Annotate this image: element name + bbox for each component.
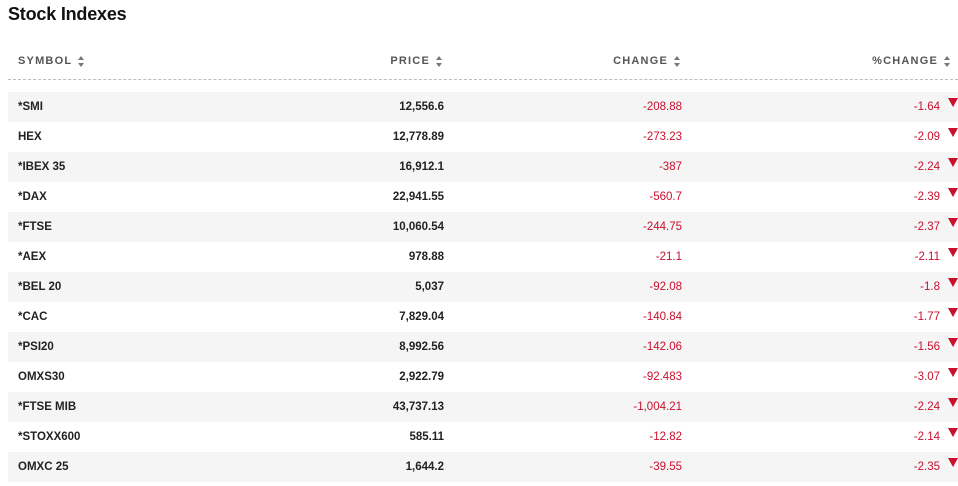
column-label-symbol: SYMBOL	[18, 55, 73, 67]
column-label-pct-change: %CHANGE	[872, 55, 938, 67]
change-cell: -1,004.21	[633, 401, 682, 413]
column-label-change: CHANGE	[613, 55, 668, 67]
pct-change-cell: -2.35	[913, 461, 940, 473]
change-cell: -208.88	[642, 101, 682, 113]
symbol-cell[interactable]: *IBEX 35	[18, 161, 66, 173]
down-arrow-icon	[948, 278, 958, 287]
down-arrow-icon	[948, 398, 958, 407]
symbol-cell[interactable]: *PSI20	[18, 341, 54, 353]
down-arrow-icon	[948, 188, 958, 197]
pct-change-cell: -2.24	[913, 401, 940, 413]
down-arrow-icon	[948, 128, 958, 137]
table-row[interactable]: *PSI20 8,992.56 -142.06 -1.56	[8, 332, 958, 362]
change-cell: -12.82	[649, 431, 682, 443]
page-title: Stock Indexes	[8, 4, 127, 24]
price-cell: 5,037	[415, 281, 444, 293]
pct-change-cell: -2.09	[913, 131, 940, 143]
sort-change-header[interactable]: CHANGE	[613, 55, 680, 67]
change-cell: -92.483	[642, 371, 682, 383]
pct-change-cell: -1.8	[920, 281, 940, 293]
table-row[interactable]: *FTSE 10,060.54 -244.75 -2.37	[8, 212, 958, 242]
pct-change-cell: -2.14	[913, 431, 940, 443]
price-cell: 12,778.89	[392, 131, 444, 143]
price-cell: 8,992.56	[399, 341, 444, 353]
symbol-cell[interactable]: *FTSE MIB	[18, 401, 77, 413]
symbol-cell[interactable]: *STOXX600	[18, 431, 81, 443]
change-cell: -140.84	[642, 311, 682, 323]
table-row[interactable]: *STOXX600 585.11 -12.82 -2.14	[8, 422, 958, 452]
table-row[interactable]: OMXS30 2,922.79 -92.483 -3.07	[8, 362, 958, 392]
change-cell: -273.23	[642, 131, 682, 143]
symbol-cell[interactable]: *BEL 20	[18, 281, 62, 293]
change-cell: -39.55	[649, 461, 682, 473]
symbol-cell[interactable]: *AEX	[18, 251, 47, 263]
symbol-cell[interactable]: HEX	[18, 131, 42, 143]
price-cell: 2,922.79	[399, 371, 444, 383]
table-row[interactable]: *AEX 978.88 -21.1 -2.11	[8, 242, 958, 272]
sort-price-header[interactable]: PRICE	[390, 55, 442, 67]
sort-arrows-icon	[944, 55, 950, 67]
pct-change-cell: -1.64	[913, 101, 940, 113]
symbol-cell[interactable]: OMXS30	[18, 371, 65, 383]
price-cell: 12,556.6	[399, 101, 444, 113]
table-body: *SMI 12,556.6 -208.88 -1.64 HEX 12,778.89 -273…	[8, 92, 958, 482]
table-row[interactable]: *CAC 7,829.04 -140.84 -1.77	[8, 302, 958, 332]
pct-change-cell: -2.39	[913, 191, 940, 203]
sort-pct-change-header[interactable]: %CHANGE	[872, 55, 950, 67]
sort-arrows-icon	[436, 55, 442, 67]
pct-change-cell: -2.11	[914, 251, 940, 263]
change-cell: -387	[658, 161, 682, 173]
symbol-cell[interactable]: *DAX	[18, 191, 47, 203]
table-header: SYMBOL PRICE CHANGE %CHANGE	[8, 44, 958, 80]
change-cell: -244.75	[642, 221, 682, 233]
sort-arrows-icon	[78, 55, 85, 67]
change-cell: -560.7	[649, 191, 682, 203]
down-arrow-icon	[948, 428, 958, 437]
change-cell: -21.1	[655, 251, 682, 263]
column-label-price: PRICE	[390, 55, 430, 67]
pct-change-cell: -2.37	[913, 221, 940, 233]
table-row[interactable]: *DAX 22,941.55 -560.7 -2.39	[8, 182, 958, 212]
down-arrow-icon	[948, 458, 958, 467]
change-cell: -92.08	[649, 281, 682, 293]
symbol-cell[interactable]: *CAC	[18, 311, 48, 323]
table-row[interactable]: *SMI 12,556.6 -208.88 -1.64	[8, 92, 958, 122]
down-arrow-icon	[948, 158, 958, 167]
pct-change-cell: -2.24	[913, 161, 940, 173]
symbol-cell[interactable]: OMXC 25	[18, 461, 69, 473]
price-cell: 43,737.13	[392, 401, 444, 413]
down-arrow-icon	[948, 248, 958, 257]
table-row[interactable]: OMXC 25 1,644.2 -39.55 -2.35	[8, 452, 958, 482]
price-cell: 22,941.55	[392, 191, 444, 203]
price-cell: 10,060.54	[392, 221, 444, 233]
down-arrow-icon	[948, 308, 958, 317]
sort-symbol-header[interactable]: SYMBOL	[18, 55, 85, 67]
symbol-cell[interactable]: *SMI	[18, 101, 43, 113]
price-cell: 7,829.04	[399, 311, 444, 323]
table-row[interactable]: HEX 12,778.89 -273.23 -2.09	[8, 122, 958, 152]
table-row[interactable]: *FTSE MIB 43,737.13 -1,004.21 -2.24	[8, 392, 958, 422]
table-row[interactable]: *IBEX 35 16,912.1 -387 -2.24	[8, 152, 958, 182]
price-cell: 1,644.2	[405, 461, 444, 473]
price-cell: 16,912.1	[399, 161, 444, 173]
sort-arrows-icon	[674, 55, 680, 67]
down-arrow-icon	[948, 368, 958, 377]
price-cell: 978.88	[408, 251, 444, 263]
pct-change-cell: -3.07	[913, 371, 940, 383]
down-arrow-icon	[948, 98, 958, 107]
pct-change-cell: -1.56	[913, 341, 940, 353]
change-cell: -142.06	[642, 341, 682, 353]
down-arrow-icon	[948, 218, 958, 227]
stock-indexes-table: SYMBOL PRICE CHANGE %CHANGE *SMI 12,556.6…	[8, 44, 958, 482]
pct-change-cell: -1.77	[913, 311, 940, 323]
table-row[interactable]: *BEL 20 5,037 -92.08 -1.8	[8, 272, 958, 302]
down-arrow-icon	[948, 338, 958, 347]
price-cell: 585.11	[409, 431, 444, 443]
symbol-cell[interactable]: *FTSE	[18, 221, 52, 233]
